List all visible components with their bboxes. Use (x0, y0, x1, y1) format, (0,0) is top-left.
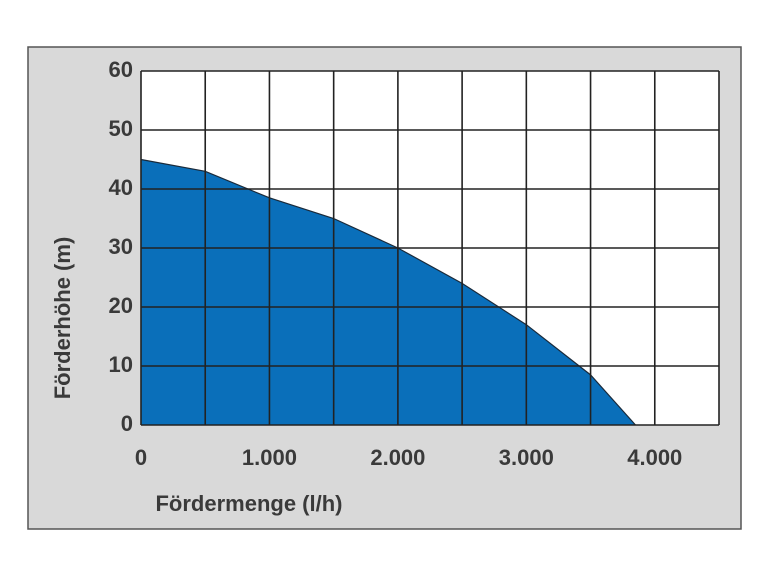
x-tick-label: 3.000 (499, 445, 554, 470)
y-tick-label: 30 (109, 234, 133, 259)
x-tick-label: 2.000 (370, 445, 425, 470)
y-tick-label: 40 (109, 175, 133, 200)
y-tick-label: 50 (109, 116, 133, 141)
x-tick-label: 4.000 (627, 445, 682, 470)
y-axis-title: Förderhöhe (m) (50, 237, 75, 400)
area (141, 159, 636, 425)
y-tick-label: 0 (121, 411, 133, 436)
x-tick-label: 0 (135, 445, 147, 470)
x-axis-title: Fördermenge (l/h) (155, 491, 342, 516)
y-tick-label: 10 (109, 352, 133, 377)
y-tick-label: 60 (109, 57, 133, 82)
y-tick-label: 20 (109, 293, 133, 318)
x-tick-label: 1.000 (242, 445, 297, 470)
